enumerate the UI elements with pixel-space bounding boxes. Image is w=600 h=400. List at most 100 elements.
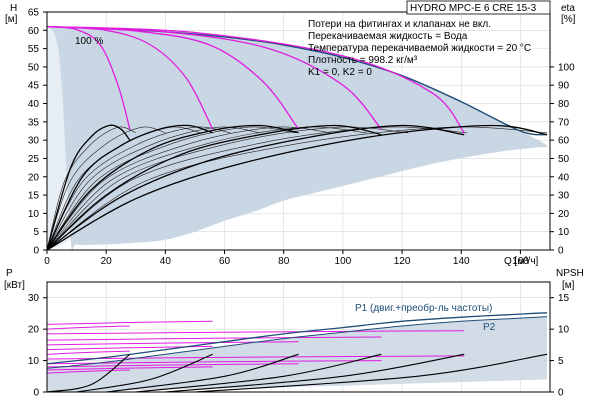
top-y-right-ticks: 0 10 20 30 40 50 60 70 80 90 100 bbox=[550, 62, 575, 257]
x-tick-label-1: 20 bbox=[101, 256, 113, 267]
x-tick-label-2: 40 bbox=[160, 256, 172, 267]
eta-thin-curve-0 bbox=[46, 126, 136, 251]
bottom-y-left-tick-label-1: 10 bbox=[28, 356, 40, 367]
top-y-right-tick-label-5: 50 bbox=[558, 154, 570, 165]
top-y-right-tick-label-8: 80 bbox=[558, 99, 570, 110]
npsh-curve-2 bbox=[106, 353, 299, 393]
eta-black-curve-3 bbox=[46, 124, 382, 251]
top-y-right-tick-label-6: 60 bbox=[558, 136, 570, 147]
p-magenta-curve-9 bbox=[46, 330, 465, 335]
eta-black-curve-2 bbox=[46, 124, 299, 251]
npsh-curve-5 bbox=[194, 353, 548, 393]
eta-thin-curve-9 bbox=[46, 126, 468, 251]
bottom-curves bbox=[46, 312, 548, 393]
bottom-y-left-tick-label-2: 20 bbox=[28, 325, 40, 336]
top-y-left-tick-label-9: 45 bbox=[28, 81, 40, 92]
eta-black-curve-1 bbox=[46, 124, 213, 251]
bottom-plot-frame bbox=[46, 281, 551, 393]
eta-thin-curve-6 bbox=[46, 126, 332, 251]
bottom-y-right-tick-label-2: 10 bbox=[558, 325, 570, 336]
top-y-left-tick-label-4: 20 bbox=[28, 172, 40, 183]
note-5: K1 = 0, K2 = 0 bbox=[308, 67, 372, 78]
top-y-left-tick-label-8: 40 bbox=[28, 99, 40, 110]
bottom-y-right-label-2: [м] bbox=[562, 280, 575, 291]
x-tick-label-8: 160 bbox=[512, 256, 529, 267]
top-curves bbox=[46, 25, 548, 251]
p-magenta-curve-1 bbox=[46, 366, 213, 371]
top-y-left-label-2: [м] bbox=[5, 14, 18, 25]
x-tick-label-0: 0 bbox=[44, 256, 50, 267]
eta-black-curve-0 bbox=[46, 124, 131, 251]
p2-curve bbox=[46, 316, 548, 369]
npsh-curve-4 bbox=[165, 353, 465, 393]
x-axis-label: Q [м³/ч] bbox=[504, 256, 539, 267]
p-magenta-curve-5 bbox=[46, 350, 130, 355]
qh-magenta-curve-4 bbox=[46, 25, 465, 134]
p-magenta-curve-0 bbox=[46, 369, 130, 374]
eta-thin-curve-5 bbox=[46, 126, 296, 251]
npsh-curve-3 bbox=[135, 353, 382, 393]
top-y-right-tick-label-1: 10 bbox=[558, 227, 570, 238]
x-tick-label-7: 140 bbox=[453, 256, 470, 267]
top-y-right-tick-label-3: 30 bbox=[558, 191, 570, 202]
top-y-right-tick-label-9: 90 bbox=[558, 81, 570, 92]
x-tick-label-4: 80 bbox=[278, 256, 290, 267]
bottom-y-left-ticks: 0 10 20 30 bbox=[28, 293, 47, 399]
top-y-right-tick-label-0: 0 bbox=[558, 246, 564, 257]
p-magenta-curve-6 bbox=[46, 345, 213, 351]
bottom-y-left-tick-label-3: 30 bbox=[28, 293, 40, 304]
top-y-right-tick-label-7: 70 bbox=[558, 117, 570, 128]
top-y-left-tick-label-13: 65 bbox=[28, 8, 40, 19]
top-y-left-tick-label-10: 50 bbox=[28, 62, 40, 73]
top-y-left-tick-label-6: 30 bbox=[28, 136, 40, 147]
top-y-right-tick-label-10: 100 bbox=[558, 62, 575, 73]
bottom-y-left-label-2: [кВт] bbox=[4, 280, 25, 291]
x-tick-label-5: 100 bbox=[335, 256, 352, 267]
top-y-left-tick-label-12: 60 bbox=[28, 26, 40, 37]
p2-label: P2 bbox=[483, 322, 496, 333]
bottom-y-right-label-1: NPSH bbox=[556, 268, 584, 279]
top-y-right-label-1: eta bbox=[561, 3, 575, 14]
top-y-left-tick-label-1: 5 bbox=[33, 227, 39, 238]
note-3: Температура перекачиваемой жидкости = 20… bbox=[308, 43, 531, 54]
eta-thin-curve-10 bbox=[46, 126, 548, 251]
eta-black-curve-5 bbox=[46, 124, 548, 251]
top-x-ticks: 0 20 40 60 80 100 120 140 160 bbox=[44, 250, 529, 267]
x-tick-label-6: 120 bbox=[394, 256, 411, 267]
top-y-left-label-1: H bbox=[10, 3, 17, 14]
top-y-left-tick-label-11: 55 bbox=[28, 44, 40, 55]
p-magenta-curve-11 bbox=[46, 320, 213, 325]
eta-thin-curve-3 bbox=[46, 126, 231, 251]
notes-block: Потери на фитингах и клапанах не вкл. Пе… bbox=[308, 18, 531, 78]
bottom-panel: 0 10 20 30 0 5 10 15 P [кВт] NPSH [м] P1 (двиг… bbox=[4, 268, 584, 399]
top-plot-frame bbox=[46, 11, 551, 251]
top-y-left-tick-label-0: 0 bbox=[33, 246, 39, 257]
top-y-left-ticks: 0 5 10 15 20 25 30 35 40 45 50 55 60 65 bbox=[28, 8, 47, 257]
top-y-left-tick-label-5: 25 bbox=[28, 154, 40, 165]
top-y-left-tick-label-2: 10 bbox=[28, 209, 40, 220]
percent-label: 100 % bbox=[75, 36, 103, 47]
p-magenta-curve-10 bbox=[46, 325, 130, 330]
eta-thin-curve-1 bbox=[46, 126, 166, 251]
top-y-left-tick-label-7: 35 bbox=[28, 117, 40, 128]
top-y-right-tick-label-2: 20 bbox=[558, 209, 570, 220]
eta-black-curve-4 bbox=[46, 124, 465, 251]
title-box bbox=[406, 0, 551, 15]
bottom-y-left-tick-label-0: 0 bbox=[33, 388, 39, 399]
npsh-curve-1 bbox=[76, 353, 213, 393]
note-1: Потери на фитингах и клапанах не вкл. bbox=[308, 18, 491, 30]
p-magenta-curve-8 bbox=[46, 336, 382, 341]
bottom-y-right-tick-label-3: 15 bbox=[558, 293, 570, 304]
top-panel: 0 5 10 15 20 25 30 35 40 45 50 55 60 65 0 10 20 30 40 50 60… bbox=[5, 0, 576, 267]
top-y-left-tick-label-3: 15 bbox=[28, 191, 40, 202]
npsh-curve-0 bbox=[46, 353, 131, 393]
note-2: Перекачиваемая жидкость = Вода bbox=[308, 31, 468, 42]
top-y-right-tick-label-4: 40 bbox=[558, 172, 570, 183]
bottom-y-right-tick-label-0: 0 bbox=[558, 388, 564, 399]
note-4: Плотность = 998.2 кг/м³ bbox=[308, 55, 418, 66]
eta-thin-curve-7 bbox=[46, 126, 367, 251]
p-magenta-curve-3 bbox=[46, 360, 382, 365]
bottom-y-right-tick-label-1: 5 bbox=[558, 356, 564, 367]
p-magenta-curve-7 bbox=[46, 341, 299, 346]
